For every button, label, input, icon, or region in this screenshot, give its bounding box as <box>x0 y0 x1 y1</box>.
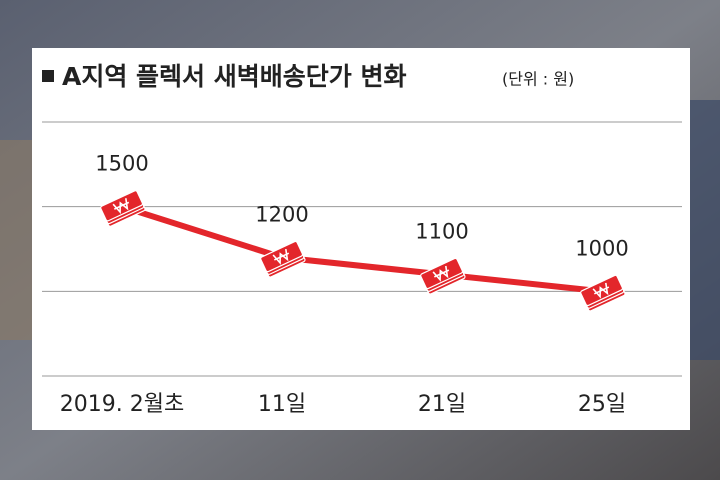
x-tick-label: 21일 <box>418 392 466 417</box>
money-marker <box>100 190 146 227</box>
x-tick-label: 11일 <box>258 392 306 417</box>
money-marker <box>260 240 306 278</box>
chart-title: A지역 플렉서 새벽배송단가 변화 <box>62 62 406 91</box>
title-bullet <box>42 70 54 82</box>
value-label: 1200 <box>255 202 308 226</box>
won-symbol <box>432 265 450 282</box>
panel <box>32 48 690 430</box>
value-label: 1500 <box>95 152 148 176</box>
background-shape <box>690 100 720 360</box>
chart-subtitle: (단위 : 원) <box>502 70 574 89</box>
won-symbol <box>112 198 130 215</box>
value-label: 1100 <box>415 219 468 243</box>
money-marker <box>420 257 466 295</box>
won-symbol <box>272 248 290 265</box>
value-label: 1000 <box>575 236 628 260</box>
line <box>121 203 603 295</box>
money-marker <box>580 274 626 312</box>
x-tick-label: 2019. 2월초 <box>60 392 184 417</box>
won-symbol <box>592 282 610 299</box>
x-tick-label: 25일 <box>578 392 626 417</box>
